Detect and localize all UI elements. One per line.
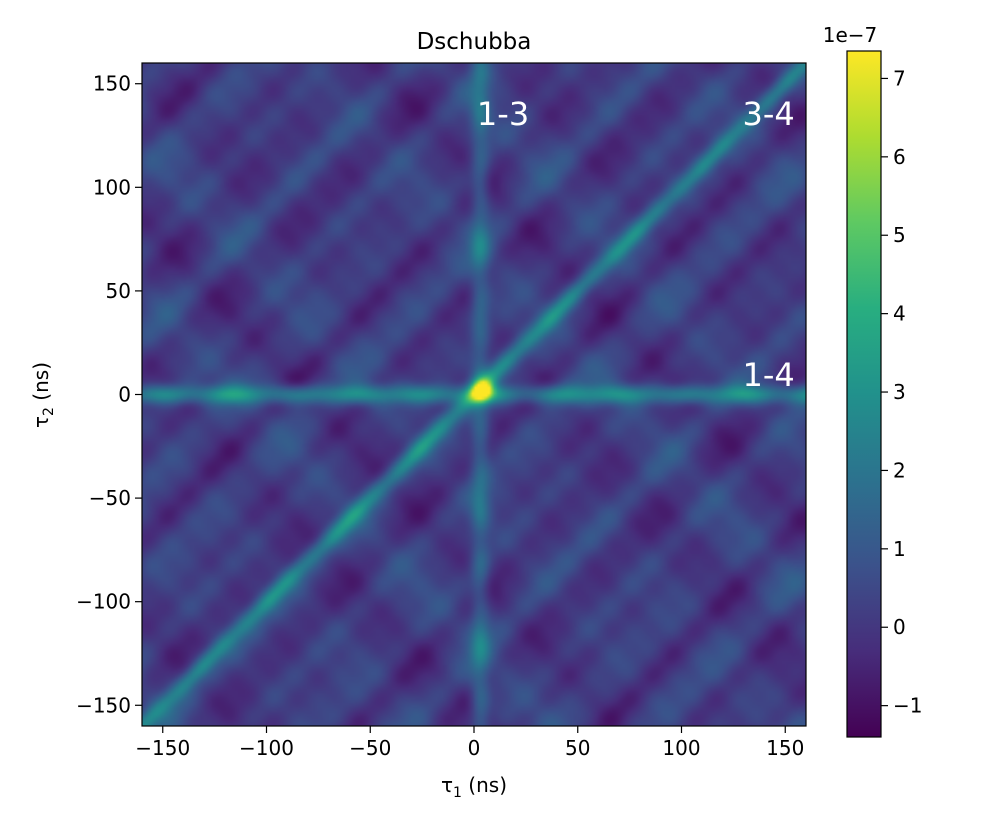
- y-tick-label: 0: [118, 383, 131, 407]
- colorbar-tick-label: 2: [893, 458, 906, 482]
- y-axis: −150 −100 −50 0 50 100 150: [76, 72, 142, 717]
- x-axis-label: τ1 (ns): [441, 773, 507, 801]
- colorbar-ticks: −1 0 1 2 3 4 5 6 7: [881, 66, 922, 718]
- colorbar-tick-label: 0: [893, 615, 906, 639]
- x-tick-label: 50: [565, 736, 590, 760]
- colorbar-tick-label: 7: [893, 66, 906, 90]
- y-tick-label: 50: [106, 279, 131, 303]
- colorbar-tick-label: 3: [893, 380, 906, 404]
- annotation-label: 3-4: [743, 95, 795, 133]
- y-tick-label: −100: [76, 590, 131, 614]
- colorbar-frame: [846, 50, 882, 738]
- x-axis: −150 −100 −50 0 50 100 150: [135, 726, 804, 760]
- annotation-label: 1-3: [477, 95, 529, 133]
- annotation-label: 1-4: [743, 356, 795, 394]
- x-tick-label: −50: [349, 736, 391, 760]
- y-tick-label: 150: [93, 72, 131, 96]
- x-axis-symbol: τ: [441, 773, 453, 797]
- x-axis-unit: (ns): [462, 773, 507, 797]
- x-tick-label: −100: [239, 736, 294, 760]
- heatmap-image: [142, 63, 806, 726]
- colorbar-offset-label: 1e−7: [823, 23, 878, 47]
- colorbar-gradient: [847, 51, 881, 737]
- x-axis-subscript: 1: [453, 785, 462, 801]
- colorbar-tick-label: 4: [893, 302, 906, 326]
- colorbar-tick-label: −1: [893, 694, 922, 718]
- y-axis-subscript: 2: [41, 407, 57, 416]
- colorbar-tick-label: 5: [893, 223, 906, 247]
- y-axis-label: τ2 (ns): [29, 362, 57, 428]
- y-tick-label: −150: [76, 693, 131, 717]
- annotations: 1-3 3-4 1-4: [477, 95, 795, 394]
- x-tick-label: 0: [468, 736, 481, 760]
- colorbar-tick-label: 6: [893, 145, 906, 169]
- y-tick-label: 100: [93, 175, 131, 199]
- y-tick-label: −50: [89, 486, 131, 510]
- y-axis-symbol: τ: [29, 416, 53, 428]
- x-tick-label: 150: [766, 736, 804, 760]
- y-axis-unit: (ns): [29, 362, 53, 407]
- x-tick-label: 100: [662, 736, 700, 760]
- x-tick-label: −150: [135, 736, 190, 760]
- heatmap-area: [142, 63, 806, 726]
- colorbar-tick-label: 1: [893, 537, 906, 561]
- chart-title: Dschubba: [417, 29, 532, 55]
- colorbar: −1 0 1 2 3 4 5 6 7 1e−7: [823, 23, 922, 738]
